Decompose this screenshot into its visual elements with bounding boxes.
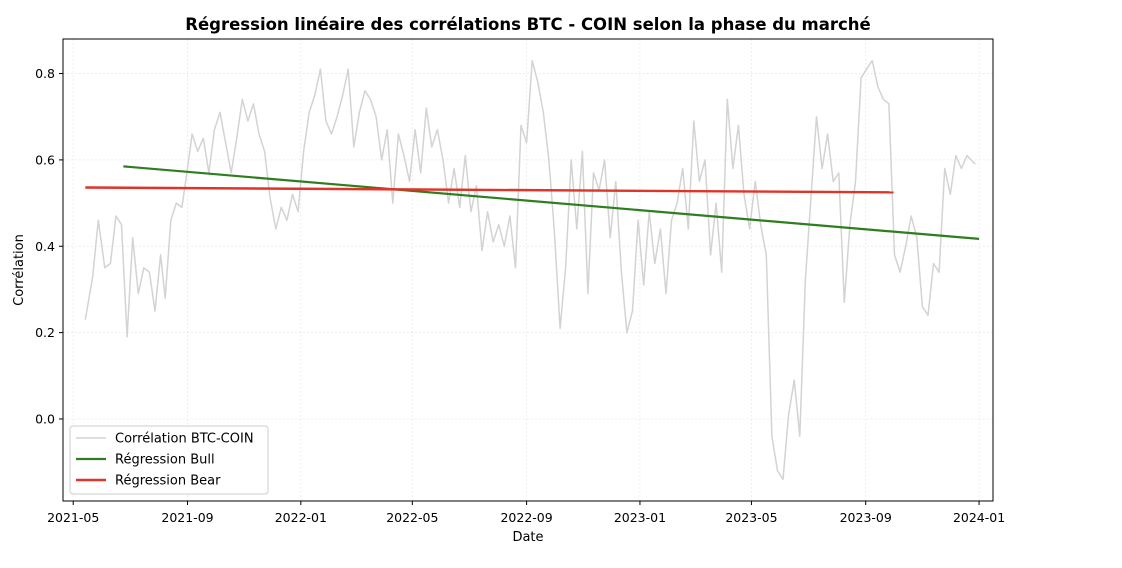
y-tick-label: 0.8	[35, 66, 55, 81]
legend-label: Régression Bull	[115, 453, 215, 468]
x-tick-label: 2024-01	[953, 510, 1005, 525]
y-tick-label: 0.6	[35, 152, 55, 167]
plot-area	[84, 59, 980, 481]
x-tick-label: 2022-01	[275, 510, 327, 525]
chart-title: Régression linéaire des corrélations BTC…	[185, 15, 870, 34]
legend-label: Régression Bear	[115, 474, 221, 489]
x-tick-label: 2021-05	[47, 510, 99, 525]
y-tick-label: 0.0	[35, 411, 55, 426]
y-tick-label: 0.4	[35, 239, 55, 254]
x-tick-label: 2021-09	[161, 510, 213, 525]
legend: Corrélation BTC-COIN Régression Bull Régre…	[69, 425, 269, 495]
y-tick-label: 0.2	[35, 325, 55, 340]
plot-frame	[62, 38, 994, 502]
x-axis: 2021-05 2021-09 2022-01 2022-05 2022-09 2023-…	[47, 501, 1005, 525]
x-axis-label: Date	[512, 530, 543, 545]
y-axis-label: Corrélation	[12, 234, 27, 306]
legend-box	[69, 425, 269, 495]
legend-label: Corrélation BTC-COIN	[115, 432, 254, 447]
x-tick-label: 2023-09	[840, 510, 892, 525]
grid	[63, 39, 993, 501]
x-tick-label: 2023-05	[725, 510, 777, 525]
x-tick-label: 2022-05	[386, 510, 438, 525]
series-line-regression-bear	[85, 186, 894, 194]
series-line-regression-bull	[123, 165, 980, 240]
x-tick-label: 2023-01	[614, 510, 666, 525]
series-line-correlation	[84, 59, 976, 481]
y-axis: 0.0 0.2 0.4 0.6 0.8	[35, 66, 63, 426]
x-tick-label: 2022-09	[500, 510, 552, 525]
